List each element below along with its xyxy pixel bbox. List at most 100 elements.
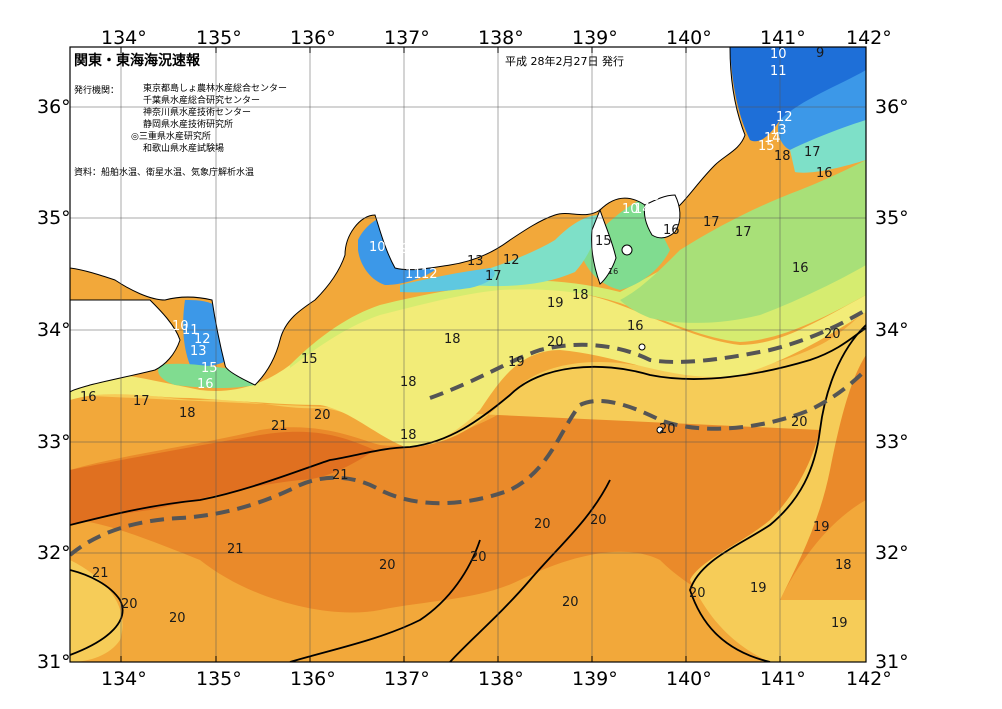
map-title: 関東・東海海況速報 [74,53,200,69]
isotherm-label: 13 [643,189,660,204]
lat-label-right: 33° [875,431,909,453]
lon-label-bottom: 138° [478,668,524,690]
isotherm-label: 19 [750,581,767,596]
map-frame [69,46,867,663]
isotherm-label: 16 [197,377,214,392]
sea-16-zone [620,160,866,323]
land-shikoku [70,299,181,393]
isotherm-label: 20 [470,550,487,565]
isotherm-label: 17 [703,215,720,230]
isotherm-label: 10 [369,240,386,255]
land-boso [643,194,681,239]
issuer-item: 東京都島しょ農林水産総合センター [143,84,288,94]
issuer-label: 発行機関： [74,86,120,96]
front-lines [70,308,866,557]
isotherm-label: 16 [792,261,809,276]
isotherm-label: 9 [816,46,825,61]
lon-label-top: 140° [666,27,712,49]
sea-13-zone [400,268,495,293]
lat-label-right: 36° [875,96,909,118]
lat-label-right: 31° [875,651,909,673]
isotherm-label: 20 [590,513,607,528]
isotherm-label: 20 [689,586,706,601]
map-grid [70,47,866,662]
isotherm-label: 11 [405,267,422,282]
issuer-item: 神奈川県水産技術センター [143,108,252,118]
lat-label-right: 34° [875,319,909,341]
sea-19-south [70,560,123,662]
isotherm-label: 11 [770,64,787,79]
sea-12-zone [778,70,866,150]
lat-label-left: 35° [37,207,71,229]
lon-label-top: 134° [101,27,147,49]
isotherm-label: 21 [92,566,109,581]
isotherm-label: 20 [121,597,138,612]
isotherm-label: 8 [408,243,417,258]
axis-ticks [120,47,781,662]
isotherm-label: 21 [271,419,288,434]
isotherm-label: 18 [400,428,417,443]
isotherm-label: 15 [201,361,218,376]
isotherm-label: 12 [503,253,520,268]
issue-date: 平成 28年2月27日 発行 [505,55,624,68]
isotherm-label: 17 [735,225,752,240]
isotherm-label: 18 [572,288,589,303]
isotherm-label: 19 [813,520,830,535]
isotherm-label: 10 [622,202,639,217]
lon-label-top: 137° [384,27,430,49]
isotherm-label: 18 [179,406,196,421]
lat-label-left: 36° [37,96,71,118]
isotherm-label: 18 [400,375,417,390]
isotherm-label: 18 [835,558,852,573]
isotherm-label: 20 [534,517,551,532]
isotherm-label: 19 [508,355,525,370]
isotherm-lines [70,324,866,662]
lat-label-left: 31° [37,651,71,673]
isotherm-label: 17 [485,269,502,284]
lon-label-bottom: 134° [101,668,147,690]
sea-19-zone [70,310,866,662]
lat-label-right: 35° [875,207,909,229]
lat-label-left: 32° [37,542,71,564]
island-hachijo [656,426,664,434]
data-source: 資料：船舶水温、衛星水温、気象庁解析水温 [74,168,255,178]
isotherm-label: 20 [791,415,808,430]
sea-cold-zone [730,47,866,142]
isotherm-label: 11 [182,323,199,338]
isotherm-label: 12 [776,110,793,125]
isotherm-label: 21 [227,542,244,557]
isotherm-label: 16 [80,390,97,405]
lon-label-top: 142° [846,27,892,49]
isotherm-label: 9 [401,242,410,257]
isotherm-label: 20 [314,408,331,423]
issuer-item: 静岡県水産技術研究所 [143,120,234,130]
isotherm-label: 16 [608,267,619,276]
isotherm-label: 19 [831,616,848,631]
issuer-item: ◎三重県水産研究所 [131,132,211,142]
sea-14-zone [470,215,600,287]
lon-label-bottom: 135° [196,668,242,690]
lon-label-top: 141° [760,27,806,49]
lon-label-bottom: 142° [846,668,892,690]
lon-label-top: 138° [478,27,524,49]
sea-13-ne [790,120,866,173]
isotherm-label: 21 [332,468,349,483]
land-izu [591,208,617,285]
issuer-item: 千葉県水産総合研究センター [143,96,261,106]
isotherm-label: 16 [816,166,833,181]
lat-label-left: 34° [37,319,71,341]
isotherm-label: 16 [663,223,680,238]
isotherm-label: 15 [595,234,612,249]
isotherm-label: 19 [547,296,564,311]
issuer-item: 和歌山県水産試験場 [143,144,225,154]
isotherm-label: 17 [133,394,150,409]
sea-18-zone [70,287,866,448]
isotherm-label: 13 [651,202,668,217]
isotherm-label: 15 [758,139,775,154]
isotherm-label: 14 [764,131,781,146]
isotherm-label: 12 [421,267,438,282]
isotherm-label: 14 [634,202,651,217]
lon-label-bottom: 136° [290,668,336,690]
isotherm-label: 15 [301,352,318,367]
